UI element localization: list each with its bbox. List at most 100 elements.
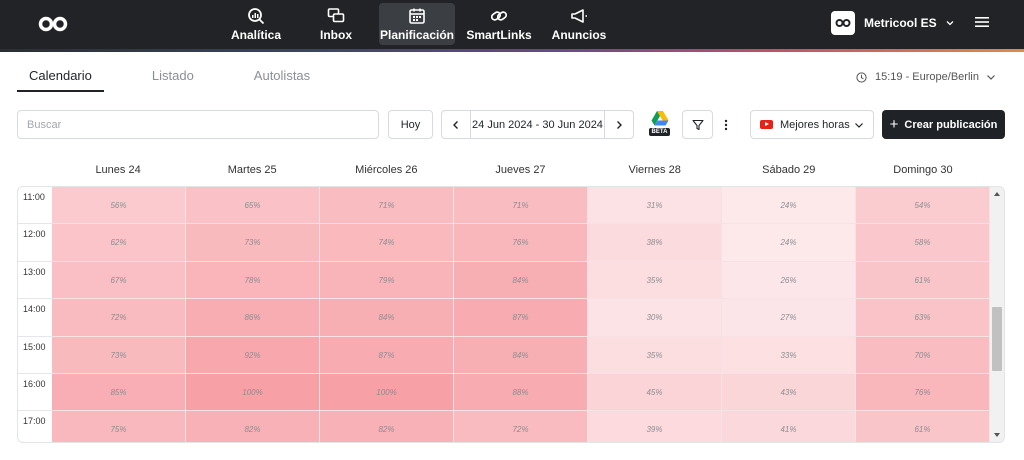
heatmap-cell[interactable]: 70% [856,336,990,374]
metricool-logo-icon [835,19,851,27]
heatmap-cell[interactable]: 45% [588,374,722,412]
scroll-up-icon[interactable] [994,192,1000,196]
next-week-button[interactable] [605,111,633,138]
heatmap-cell[interactable]: 31% [588,187,722,225]
heatmap-cell[interactable]: 43% [722,374,856,412]
heatmap-cell[interactable]: 74% [320,224,454,262]
best-hours-dropdown[interactable]: Mejores horas [750,110,874,139]
calendar-day-headers: Lunes 24 Martes 25 Miércoles 26 Jueves 27 Vi… [51,164,990,180]
timezone-selector[interactable]: 15:19 - Europe/Berlin [856,71,1004,83]
heatmap-cell[interactable]: 82% [186,411,320,442]
heatmap-cell[interactable]: 65% [186,187,320,225]
account-switcher[interactable]: Metricool ES [831,11,955,35]
prev-week-button[interactable] [442,111,470,138]
tab-autolistas[interactable]: Autolistas [253,68,311,83]
nav-planificacion[interactable]: Planificación [379,3,455,45]
heatmap-cell[interactable]: 62% [52,224,186,262]
chevron-right-icon [617,120,622,129]
heatmap-cell[interactable]: 73% [52,336,186,374]
heatmap-cell[interactable]: 76% [454,224,588,262]
chevron-down-icon [987,75,995,80]
youtube-icon [760,120,773,129]
hour-label: 16:00 [18,374,52,412]
calendar-heatmap: 11:00 12:00 13:00 14:00 15:00 16:00 17:00 56% 6… [17,186,1005,443]
heatmap-cell[interactable]: 24% [722,224,856,262]
heatmap-cell[interactable]: 78% [186,261,320,300]
heatmap-cell[interactable]: 41% [722,411,856,442]
heatmap-cell[interactable]: 58% [856,224,990,262]
nav-analitica[interactable]: Analítica [228,3,284,45]
plus-icon: + [889,116,899,133]
heatmap-cell[interactable]: 73% [186,224,320,262]
scrollbar-thumb[interactable] [992,307,1002,371]
heatmap-cell[interactable]: 30% [588,299,722,337]
create-post-label: Crear publicación [904,118,998,131]
filter-icon [691,119,704,130]
heatmap-cell[interactable]: 87% [320,336,454,374]
heatmap-cell[interactable]: 100% [320,374,454,412]
heatmap-cell[interactable]: 56% [52,187,186,225]
heatmap-cell[interactable]: 82% [320,411,454,442]
day-header: Sábado 29 [762,164,816,176]
view-tabs: Calendario Listado Autolistas [17,68,358,92]
date-range-navigator: 24 Jun 2024 - 30 Jun 2024 [441,110,634,139]
heatmap-cell[interactable]: 38% [588,224,722,262]
beta-badge: BETA [648,128,671,136]
heatmap-cell[interactable]: 35% [588,336,722,374]
heatmap-cell[interactable]: 72% [454,411,588,442]
date-range-label[interactable]: 24 Jun 2024 - 30 Jun 2024 [470,111,605,138]
nav-inbox[interactable]: Inbox [314,3,358,45]
day-header: Lunes 24 [95,164,141,176]
hour-label: 11:00 [18,187,52,225]
heatmap-cell[interactable]: 61% [856,411,990,442]
day-header: Jueves 27 [495,164,546,176]
heatmap-cell[interactable]: 26% [722,261,856,300]
filter-button[interactable] [682,110,713,139]
nav-label: Anuncios [551,27,607,42]
heatmap-cell[interactable]: 75% [52,411,186,442]
hour-label: 17:00 [18,411,52,442]
analytics-icon [248,7,265,24]
scroll-down-icon[interactable] [994,433,1000,437]
day-header: Miércoles 26 [355,164,418,176]
heatmap-cell[interactable]: 71% [454,187,588,225]
navbar-accent-line [0,49,1024,52]
heatmap-cell[interactable]: 92% [186,336,320,374]
search-input[interactable] [17,110,379,139]
heatmap-cell[interactable]: 39% [588,411,722,442]
heatmap-cell[interactable]: 67% [52,261,186,300]
google-drive-button[interactable]: BETA [645,110,674,139]
heatmap-cell[interactable]: 72% [52,299,186,337]
nav-smartlinks[interactable]: SmartLinks [466,3,532,45]
nav-anuncios[interactable]: Anuncios [552,3,606,45]
today-button[interactable]: Hoy [388,110,433,139]
heatmap-cell[interactable]: 87% [454,299,588,337]
heatmap-cell[interactable]: 71% [320,187,454,225]
clock-icon [856,71,867,83]
heatmap-cell[interactable]: 76% [856,374,990,412]
more-vertical-icon [724,119,728,130]
heatmap-cell[interactable]: 27% [722,299,856,337]
heatmap-cell[interactable]: 88% [454,374,588,412]
heatmap-cell[interactable]: 84% [454,261,588,300]
heatmap-cell[interactable]: 63% [856,299,990,337]
tab-listado[interactable]: Listado [151,68,194,83]
vertical-scrollbar[interactable] [990,187,1004,442]
tab-calendario[interactable]: Calendario [17,68,104,92]
heatmap-cell[interactable]: 24% [722,187,856,225]
heatmap-cell[interactable]: 79% [320,261,454,300]
heatmap-cell[interactable]: 84% [454,336,588,374]
heatmap-cell[interactable]: 54% [856,187,990,225]
heatmap-cell[interactable]: 85% [52,374,186,412]
heatmap-cell[interactable]: 33% [722,336,856,374]
metricool-logo-icon[interactable] [38,14,68,34]
heatmap-cell[interactable]: 35% [588,261,722,300]
more-options-button[interactable] [716,110,736,139]
heatmap-cell[interactable]: 84% [320,299,454,337]
menu-icon[interactable] [975,16,989,28]
create-post-button[interactable]: + Crear publicación [882,110,1005,139]
heatmap-cell[interactable]: 61% [856,261,990,300]
heatmap-cell[interactable]: 86% [186,299,320,337]
day-header: Martes 25 [227,164,277,176]
heatmap-cell[interactable]: 100% [186,374,320,412]
